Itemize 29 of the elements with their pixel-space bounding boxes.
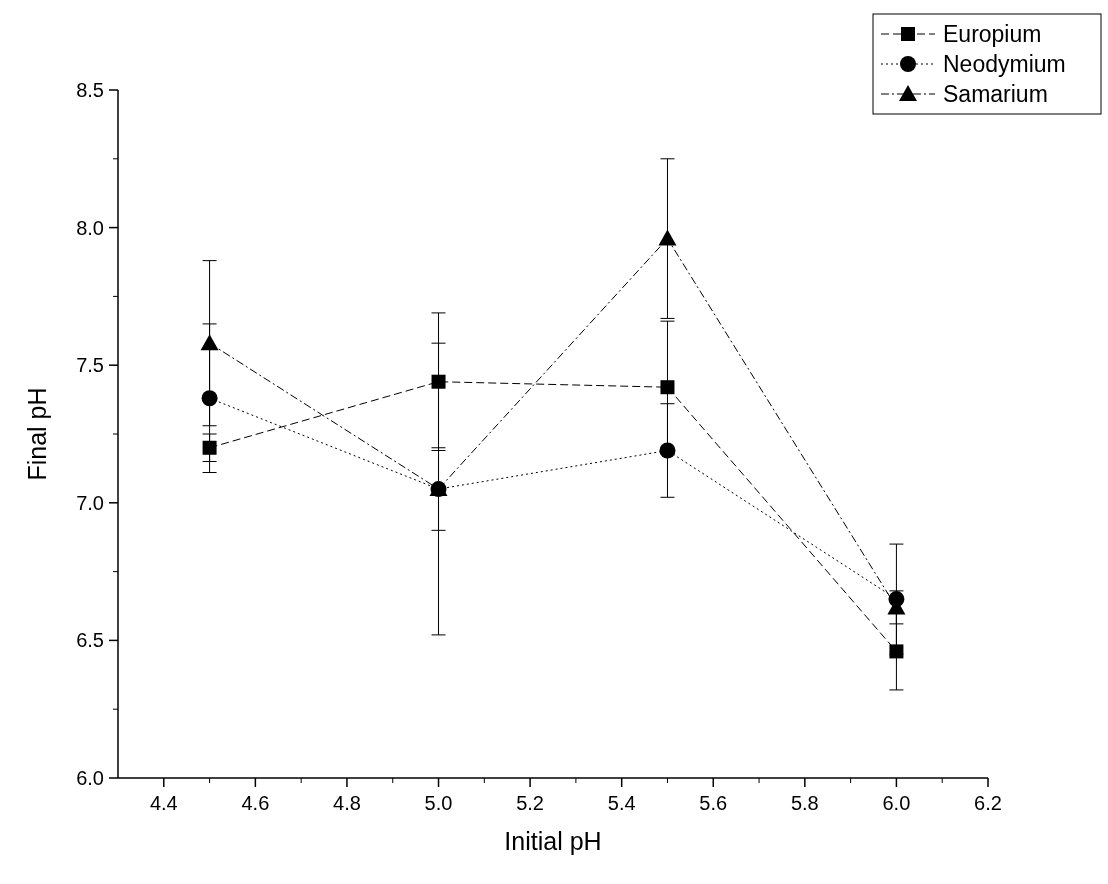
y-tick-label: 7.0 (76, 491, 104, 514)
x-tick-label: 6.2 (974, 792, 1002, 814)
point (660, 380, 675, 395)
point (200, 334, 219, 351)
y-axis-title: Final pH (23, 387, 51, 481)
point (431, 374, 446, 389)
point (659, 442, 676, 459)
point (201, 390, 218, 407)
x-tick-label: 5.2 (516, 792, 545, 814)
x-tick-label: 5.6 (699, 792, 728, 814)
x-axis-title: Initial pH (504, 827, 602, 855)
y-tick-label: 6.0 (76, 767, 104, 789)
y-tick-label: 6.5 (76, 629, 104, 652)
point (889, 644, 904, 659)
point (658, 229, 677, 246)
y-tick-label: 7.5 (76, 354, 104, 377)
x-tick-label: 4.8 (333, 792, 361, 814)
legend-label: Europium (943, 21, 1042, 47)
x-tick-label: 4.4 (149, 792, 178, 814)
x-tick-label: 4.6 (241, 792, 270, 814)
y-tick-label: 8.5 (76, 79, 104, 101)
x-tick-label: 5.8 (790, 792, 819, 814)
legend-label: Neodymium (943, 51, 1066, 77)
x-tick-label: 5.4 (607, 792, 636, 814)
point (202, 440, 217, 455)
legend-label: Samarium (943, 81, 1048, 107)
x-tick-label: 6.0 (882, 792, 911, 814)
x-tick-label: 5.0 (424, 792, 453, 814)
y-tick-label: 8.0 (76, 216, 104, 239)
